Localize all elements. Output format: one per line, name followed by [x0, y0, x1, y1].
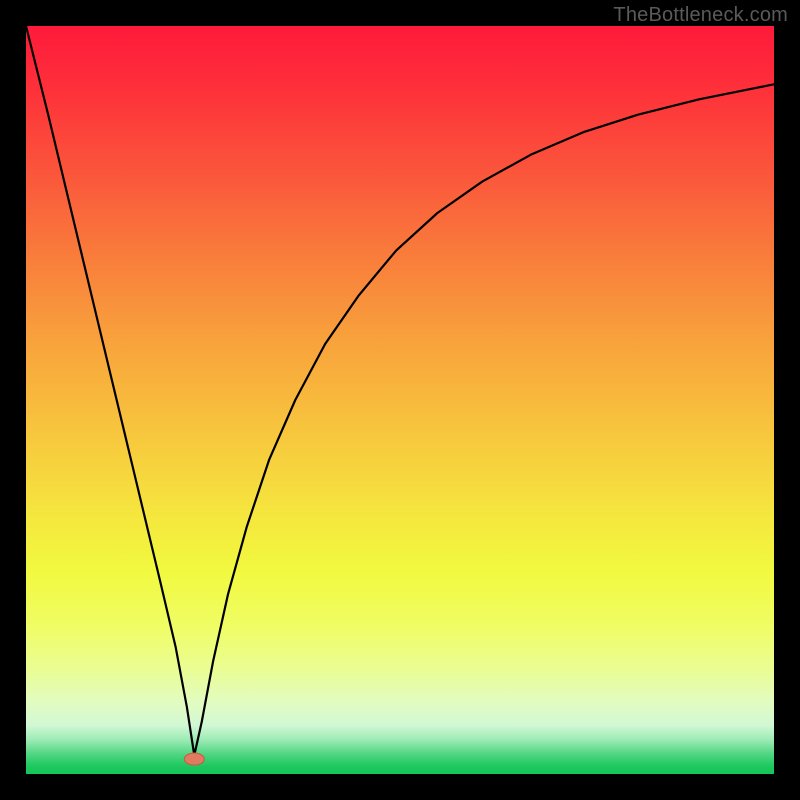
- watermark-text: TheBottleneck.com: [613, 4, 788, 27]
- bottleneck-chart: TheBottleneck.com: [0, 0, 800, 800]
- chart-svg: [0, 0, 800, 800]
- optimal-point-marker: [184, 753, 204, 765]
- chart-plot-background: [26, 26, 774, 774]
